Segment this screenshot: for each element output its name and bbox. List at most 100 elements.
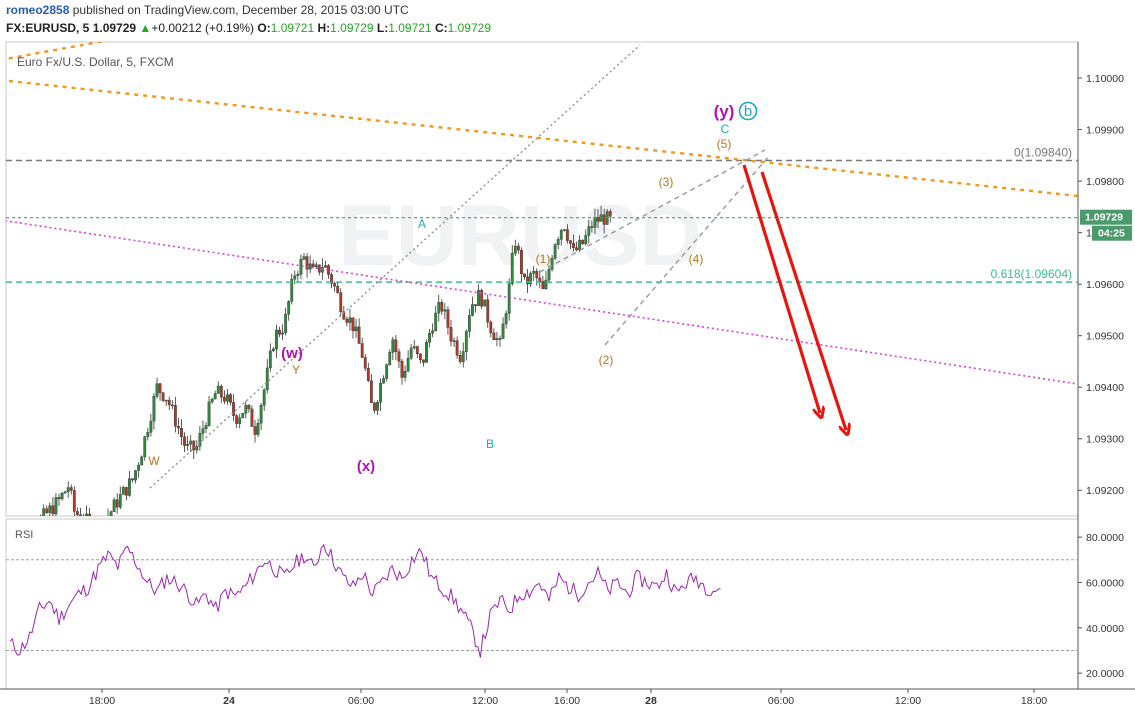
candle-body <box>412 346 416 349</box>
candle-body <box>45 508 49 513</box>
wave-label: (w) <box>281 345 303 362</box>
time-tick-label: 16:00 <box>554 695 580 707</box>
candle-body <box>565 229 569 241</box>
countdown-badge <box>1092 225 1132 241</box>
close-value: 1.09729 <box>447 21 492 35</box>
candle-body <box>339 292 343 312</box>
candle-body <box>131 478 134 481</box>
magenta-support-trendline <box>6 220 1078 385</box>
candle-body <box>66 487 70 492</box>
candle-body <box>406 358 410 372</box>
wave-label: C <box>721 122 730 136</box>
candle-body <box>177 426 180 429</box>
candle-body <box>526 276 529 285</box>
candle-body <box>443 309 447 312</box>
candle-body <box>259 405 263 424</box>
candle-body <box>474 304 477 306</box>
candle-body <box>351 317 355 332</box>
candle-body <box>299 259 303 275</box>
candle-body <box>489 321 493 334</box>
candle-body <box>229 394 232 403</box>
open-label: O: <box>257 21 271 35</box>
candle-body <box>587 226 591 236</box>
candle-body <box>345 318 349 323</box>
candle-body <box>556 239 560 245</box>
candle-body <box>317 264 321 273</box>
candle-body <box>360 343 364 358</box>
candle-body <box>397 351 401 362</box>
candle-body <box>425 342 428 363</box>
candle-body <box>363 357 367 369</box>
candle-body <box>467 315 471 332</box>
candle-body <box>207 401 211 426</box>
candle-body <box>541 281 545 290</box>
candle-body <box>213 393 217 400</box>
candle-body <box>501 323 505 339</box>
candle-body <box>222 396 226 402</box>
red-down-arrow-1 <box>742 164 820 413</box>
candle-body <box>275 329 278 350</box>
candle-body <box>42 508 46 516</box>
price-tick-label: 1.09500 <box>1086 331 1124 343</box>
candle-body <box>532 270 536 274</box>
candle-body <box>593 217 597 228</box>
publish-info: romeo2858 published on TradingView.com, … <box>6 3 409 17</box>
red-down-arrow-2 <box>760 171 846 430</box>
rsi-tick-label: 20.0000 <box>1086 668 1124 680</box>
candle-body <box>498 338 502 340</box>
candle-body <box>198 433 202 447</box>
candle-body <box>232 402 235 416</box>
author-link[interactable]: romeo2858 <box>6 3 70 17</box>
candle-body <box>510 253 514 284</box>
candle-body <box>553 244 557 259</box>
candle-body <box>471 304 474 316</box>
candle-body <box>403 371 407 378</box>
fib-level-0-label: 0(1.09840) <box>1014 146 1072 160</box>
candle-body <box>186 444 190 446</box>
price-tick-label: 1.09200 <box>1086 485 1124 497</box>
time-tick-label: 12:00 <box>895 695 921 707</box>
wave-label: B <box>486 437 494 451</box>
candle-body <box>440 302 444 312</box>
time-tick-label: 18:00 <box>89 695 115 707</box>
candle-body <box>520 250 523 274</box>
candle-body <box>201 428 205 434</box>
candle-body <box>235 415 239 424</box>
candle-body <box>72 490 76 512</box>
candle-body <box>118 494 122 508</box>
wave-label: (3) <box>659 175 674 189</box>
wave-label: (4) <box>689 252 704 266</box>
candle-body <box>379 382 382 403</box>
candle-body <box>173 405 177 427</box>
candle-body <box>287 301 291 315</box>
candle-body <box>446 309 450 328</box>
candle-body <box>262 389 266 406</box>
price-tick-label: 1.09800 <box>1086 176 1124 188</box>
wave-label: A <box>418 217 426 231</box>
candle-body <box>296 274 300 276</box>
candle-body <box>167 399 171 406</box>
rsi-tick-label: 40.0000 <box>1086 623 1124 635</box>
candle-body <box>143 436 147 458</box>
time-tick-label: 28 <box>645 695 657 707</box>
wave-label: Y <box>292 363 300 377</box>
candle-body <box>247 404 251 410</box>
candle-body <box>562 229 566 231</box>
wedge-upper-line <box>539 149 766 273</box>
candle-body <box>57 497 61 500</box>
candle-body <box>271 348 275 352</box>
candle-body <box>477 290 480 306</box>
time-tick-label: 24 <box>223 695 235 707</box>
candle-body <box>513 245 517 254</box>
candle-body <box>578 239 582 251</box>
published-text: published on TradingView.com, December 2… <box>72 3 409 17</box>
candle-body <box>409 347 413 359</box>
candle-body <box>596 217 600 222</box>
candle-body <box>149 420 153 433</box>
candle-body <box>431 330 435 334</box>
countdown-badge-text: 04:25 <box>1098 228 1125 240</box>
time-tick-label: 18:00 <box>1021 695 1047 707</box>
candle-body <box>422 359 425 363</box>
candle-body <box>284 313 288 334</box>
